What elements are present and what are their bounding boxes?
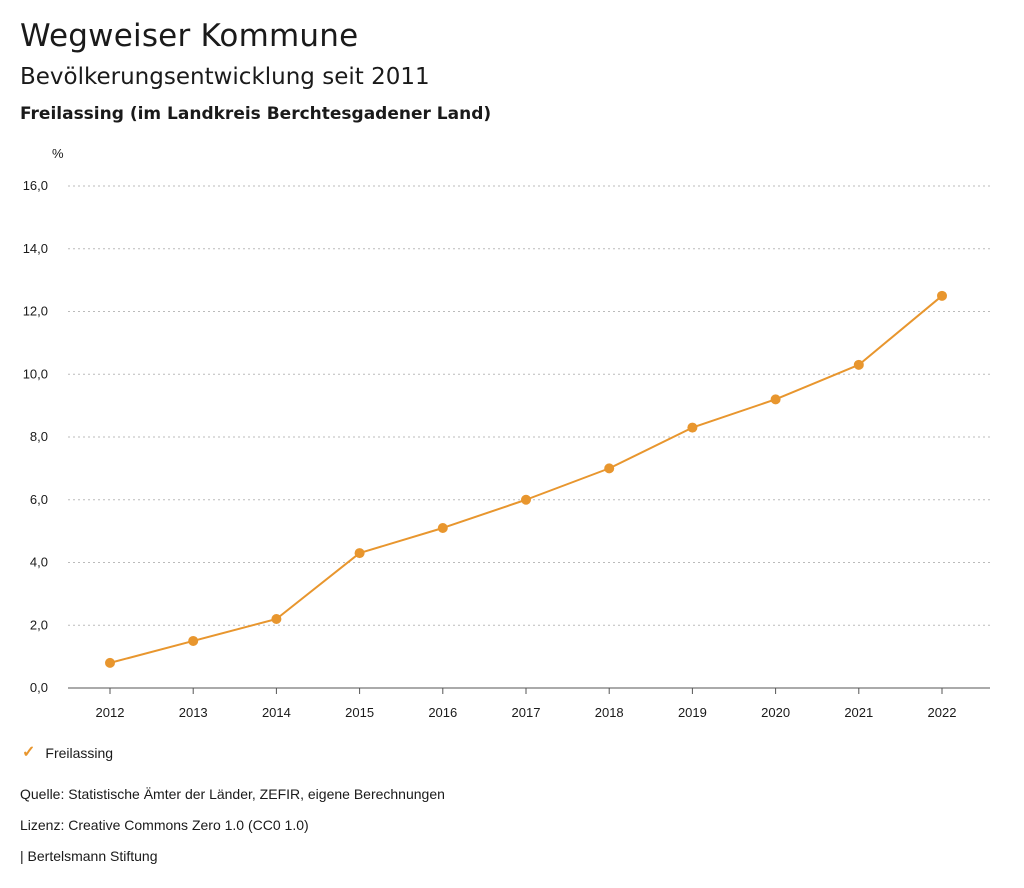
data-point[interactable]	[770, 394, 781, 405]
x-tick-label: 2020	[761, 705, 790, 720]
check-icon[interactable]: ✓	[22, 744, 36, 761]
grid-lines	[68, 185, 990, 689]
y-tick-label: 2,0	[30, 617, 48, 632]
page-subtitle: Bevölkerungsentwicklung seit 2011	[20, 64, 430, 90]
x-axis-ticks: 2012 2013 2014 2015 2016 2017 2018 2019 2020 2021…	[96, 688, 957, 720]
x-tick-label: 2016	[428, 705, 457, 720]
source-note: Quelle: Statistische Ämter der Länder, Z…	[20, 786, 445, 802]
x-tick-label: 2017	[512, 705, 541, 720]
data-point[interactable]	[105, 657, 115, 668]
data-point[interactable]	[687, 422, 698, 433]
data-point[interactable]	[521, 494, 531, 505]
page-title: Wegweiser Kommune	[20, 18, 359, 54]
series-line	[109, 295, 943, 664]
y-tick-label: 0,0	[30, 680, 48, 695]
series-layer	[105, 290, 947, 668]
y-tick-label: 12,0	[23, 304, 48, 319]
data-point[interactable]	[853, 359, 864, 370]
data-point[interactable]	[437, 522, 448, 533]
publisher-note: | Bertelsmann Stiftung	[20, 848, 158, 864]
x-tick-label: 2018	[595, 705, 624, 720]
line-chart: % 0,02,04,06,08,010,012,014,016,0 2012 20…	[23, 146, 990, 720]
data-point[interactable]	[354, 548, 365, 559]
legend-item-label: Freilassing	[45, 745, 114, 761]
y-tick-label: 16,0	[23, 178, 48, 193]
y-tick-label: 8,0	[30, 429, 48, 444]
data-point[interactable]	[937, 290, 947, 301]
x-tick-label: 2014	[262, 705, 291, 720]
x-tick-label: 2022	[928, 705, 957, 720]
y-tick-label: 4,0	[30, 555, 48, 570]
y-tick-label: 14,0	[23, 241, 48, 256]
data-point[interactable]	[271, 613, 282, 624]
x-tick-label: 2013	[179, 705, 208, 720]
y-axis-unit-label: %	[52, 146, 64, 161]
x-tick-label: 2021	[844, 705, 873, 720]
y-axis-ticks: 0,0 2,0 4,0 6,0 8,0 10,0 12,0 14,0 16,0	[23, 178, 48, 695]
x-tick-label: 2015	[345, 705, 374, 720]
x-tick-label: 2019	[678, 705, 707, 720]
license-note: Lizenz: Creative Commons Zero 1.0 (CC0 1…	[20, 817, 309, 833]
data-point[interactable]	[604, 463, 615, 474]
x-tick-label: 2012	[96, 705, 125, 720]
y-tick-label: 6,0	[30, 492, 48, 507]
data-point[interactable]	[188, 635, 199, 646]
y-tick-label: 10,0	[23, 366, 48, 381]
region-label: Freilassing (im Landkreis Berchtesgadene…	[20, 104, 492, 124]
legend[interactable]: ✓ Freilassing	[22, 744, 114, 762]
